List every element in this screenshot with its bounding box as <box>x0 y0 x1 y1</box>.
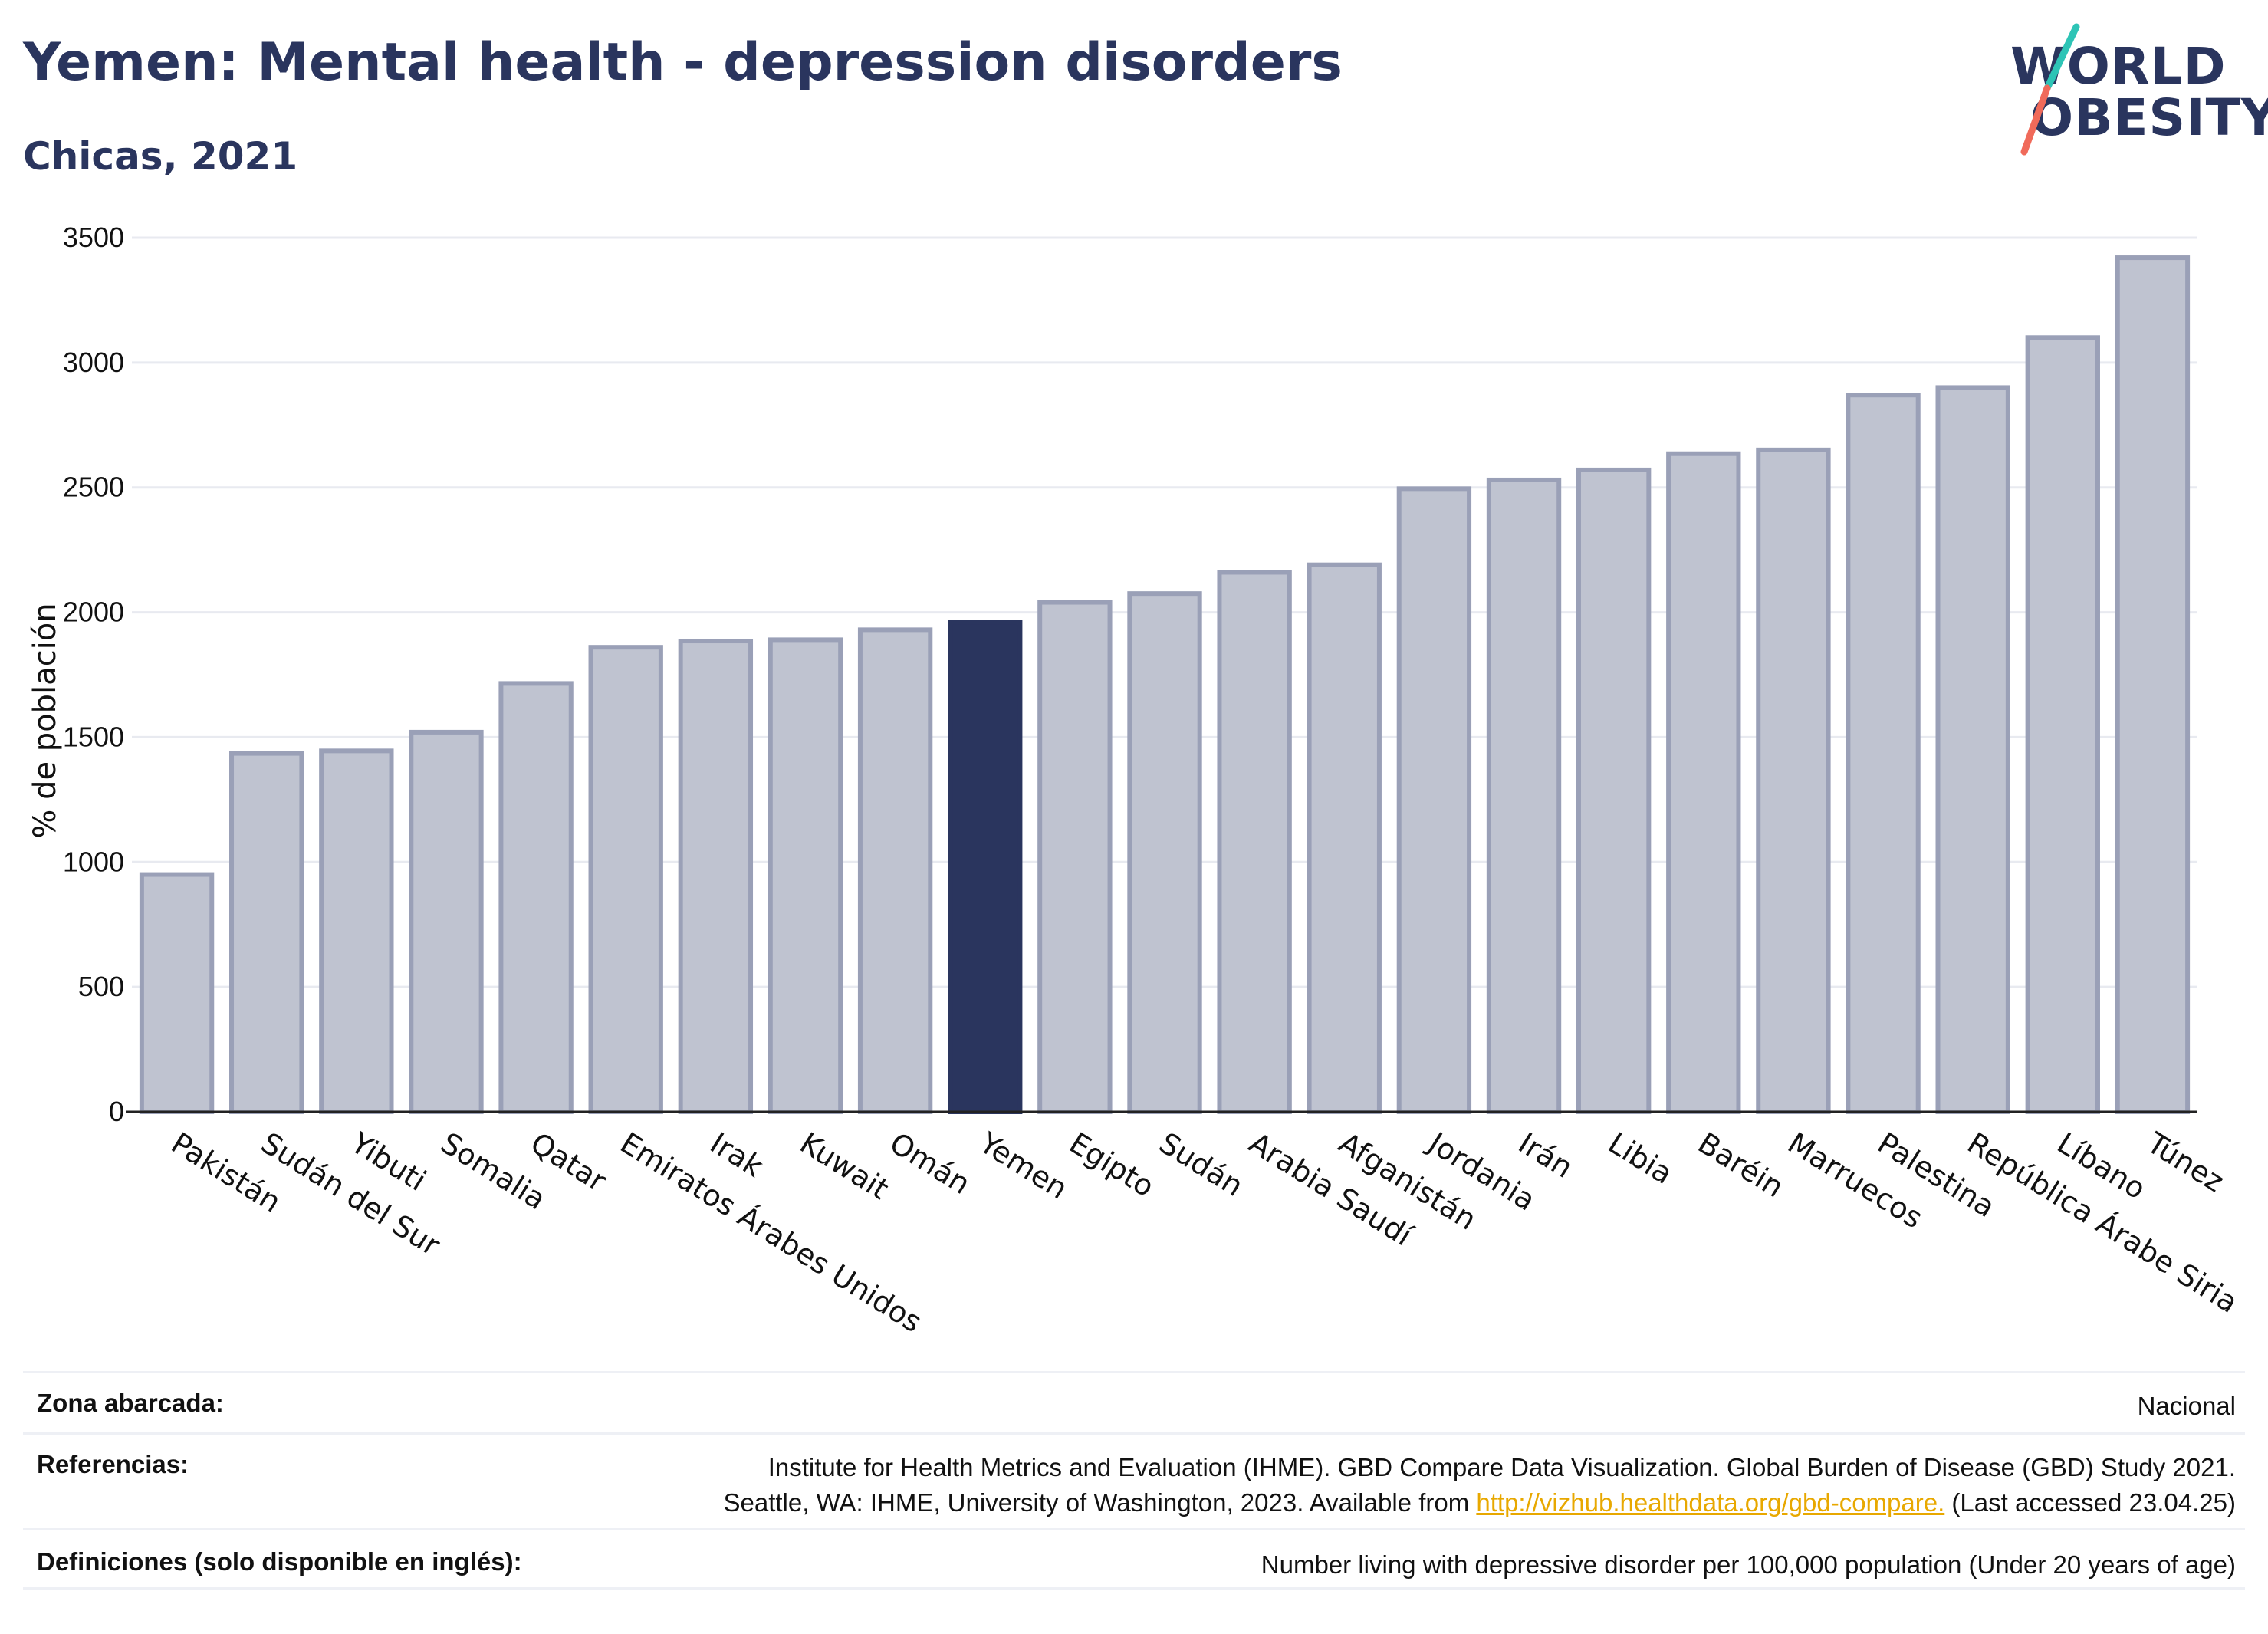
coverage-value: Nacional <box>2137 1392 2236 1420</box>
coverage-label: Zona abarcada: <box>37 1389 224 1417</box>
x-tick-label: Omán <box>884 1126 976 1201</box>
x-tick-label: Irak <box>705 1126 769 1184</box>
bar <box>1756 447 1831 1115</box>
x-tick-label: Túnez <box>2141 1126 2230 1199</box>
x-tick-label: Libia <box>1602 1126 1678 1191</box>
references-accessed: (Last accessed 23.04.25) <box>1944 1488 2236 1517</box>
bar <box>1576 467 1652 1114</box>
x-tick-label: Yemen <box>973 1126 1073 1206</box>
bars <box>139 255 2191 1115</box>
definitions-label: Definiciones (solo disponible en inglés)… <box>37 1547 522 1576</box>
x-tick-label: Sudán <box>1153 1126 1249 1203</box>
bar <box>1486 477 1562 1114</box>
references-label: Referencias: <box>37 1450 189 1478</box>
bar <box>588 645 663 1114</box>
bar <box>768 637 843 1114</box>
bar <box>948 620 1023 1114</box>
references-link[interactable]: http://vizhub.healthdata.org/gbd-compare… <box>1476 1488 1945 1517</box>
bar <box>1935 385 2010 1114</box>
y-tick-label: 3500 <box>63 222 124 253</box>
y-axis-ticks: 0 500 1000 1500 2000 2500 3000 3500 <box>63 222 124 1127</box>
y-tick-label: 2000 <box>63 597 124 628</box>
chart-subtitle: Chicas, 2021 <box>23 134 298 179</box>
bar <box>2025 335 2100 1115</box>
bar <box>409 729 484 1115</box>
y-tick-label: 3000 <box>63 347 124 378</box>
references-line-1: Institute for Health Metrics and Evaluat… <box>768 1453 2236 1481</box>
bar <box>229 751 304 1114</box>
chart-footer: Zona abarcada: Nacional Referencias: Ins… <box>23 1371 2245 1590</box>
bar <box>1666 451 1741 1114</box>
footer-row-definitions: Definiciones (solo disponible en inglés)… <box>23 1528 2245 1590</box>
references-value: Institute for Health Metrics and Evaluat… <box>724 1450 2246 1521</box>
x-tick-label: Baréin <box>1692 1126 1790 1204</box>
bar <box>857 627 933 1114</box>
footer-row-coverage: Zona abarcada: Nacional <box>23 1371 2245 1432</box>
logo-slash-icon <box>2020 23 2080 156</box>
bar <box>1037 600 1113 1114</box>
x-tick-label: Egipto <box>1063 1126 1160 1203</box>
bar <box>139 872 215 1114</box>
bar <box>1396 486 1472 1115</box>
footer-row-references: Referencias: Institute for Health Metric… <box>23 1432 2245 1528</box>
bar <box>319 748 394 1114</box>
y-axis-label: % de población <box>28 603 63 838</box>
bar-chart: 0 500 1000 1500 2000 2500 3000 3500 PakistánSud… <box>28 222 2244 1339</box>
x-tick-label: Emiratos Árabes Unidos <box>614 1126 928 1339</box>
bar <box>678 639 754 1114</box>
bar <box>2115 255 2191 1115</box>
world-obesity-logo: WORLD OBESITY <box>1994 23 2268 161</box>
y-tick-label: 1000 <box>63 846 124 877</box>
y-tick-label: 2500 <box>63 472 124 503</box>
bar <box>1127 591 1202 1114</box>
x-tick-label: Irán <box>1513 1126 1579 1185</box>
x-tick-label: Kuwait <box>794 1126 895 1206</box>
y-tick-label: 0 <box>109 1096 124 1127</box>
definitions-value: Number living with depressive disorder p… <box>1261 1550 2236 1579</box>
y-tick-label: 1500 <box>63 721 124 752</box>
y-tick-label: 500 <box>78 971 124 1002</box>
bar <box>1846 393 1921 1114</box>
references-line-2: Seattle, WA: IHME, University of Washing… <box>724 1485 2237 1521</box>
references-line-2-text: Seattle, WA: IHME, University of Washing… <box>723 1488 1477 1517</box>
bar <box>1217 570 1292 1114</box>
logo-word-obesity: OBESITY <box>2030 88 2268 147</box>
bar <box>498 681 574 1114</box>
chart-title: Yemen: Mental health - depression disord… <box>23 32 1343 93</box>
bar <box>1307 562 1382 1114</box>
